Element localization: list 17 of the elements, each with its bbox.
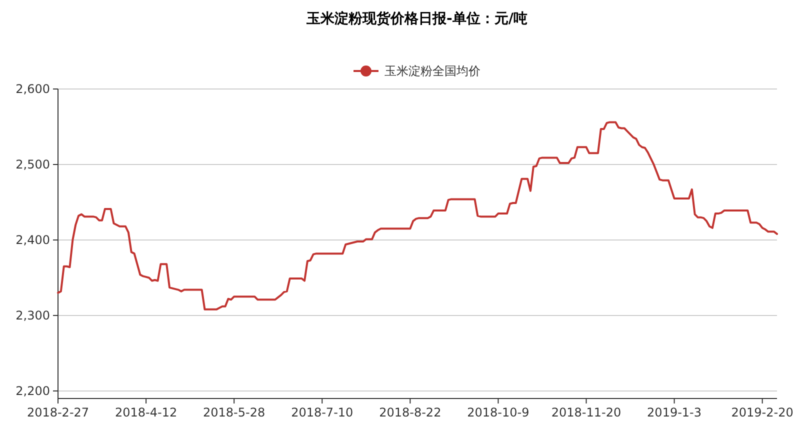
x-tick-label: 2018-11-20 (551, 406, 622, 420)
x-tick-label: 2018-8-22 (379, 406, 442, 420)
x-tick-label: 2018-5-28 (203, 406, 266, 420)
x-tick-label: 2018-2-27 (26, 406, 90, 420)
y-tick-label: 2,200 (16, 384, 50, 398)
x-tick-label: 2019-2-20 (731, 406, 794, 420)
line-series (57, 121, 778, 310)
x-tick-label: 2018-7-10 (291, 406, 354, 420)
y-tick-label: 2,600 (16, 82, 50, 96)
chart-title: 玉米淀粉现货价格日报-单位：元/吨 (306, 10, 528, 27)
y-tick-label: 2,400 (16, 233, 50, 248)
y-tick-label: 2,300 (16, 308, 50, 323)
x-tick-label: 2019-1-3 (647, 406, 702, 420)
x-tick-label: 2018-4-12 (114, 406, 178, 420)
legend-label: 玉米淀粉全国均价 (384, 64, 480, 78)
x-tick-label: 2018-10-9 (467, 406, 530, 420)
y-tick-label: 2,500 (16, 158, 50, 172)
